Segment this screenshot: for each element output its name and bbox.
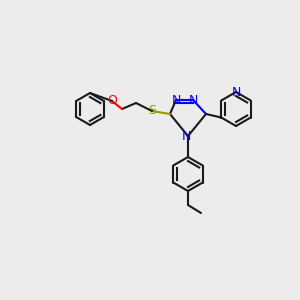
Text: N: N — [188, 94, 198, 106]
Text: N: N — [231, 85, 241, 98]
Text: N: N — [171, 94, 181, 106]
Text: O: O — [107, 94, 117, 107]
Text: S: S — [148, 104, 156, 118]
Text: N: N — [181, 130, 191, 142]
